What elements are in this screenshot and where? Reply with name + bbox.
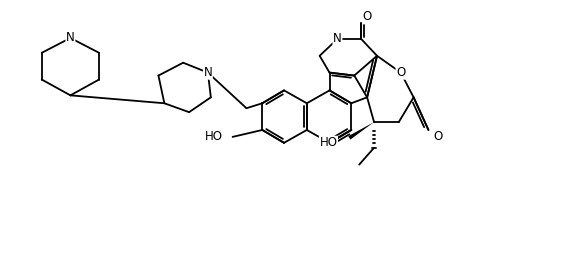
Polygon shape bbox=[348, 122, 374, 139]
Text: N: N bbox=[325, 136, 334, 149]
Text: N: N bbox=[333, 33, 342, 45]
Text: O: O bbox=[434, 130, 443, 144]
Text: HO: HO bbox=[320, 136, 338, 149]
Text: O: O bbox=[396, 66, 406, 79]
Text: N: N bbox=[203, 66, 213, 79]
Text: N: N bbox=[66, 31, 75, 44]
Text: HO: HO bbox=[204, 130, 223, 144]
Text: O: O bbox=[362, 10, 372, 23]
